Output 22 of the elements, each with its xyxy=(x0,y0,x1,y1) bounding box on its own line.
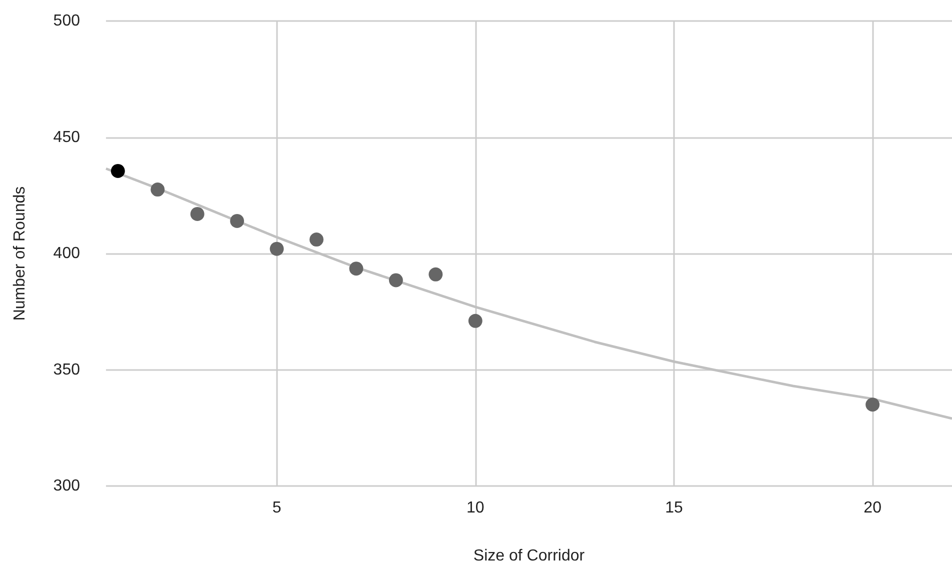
point xyxy=(388,273,403,288)
y-tick-label: 450 xyxy=(53,128,80,146)
x-axis-title: Size of Corridor xyxy=(473,548,586,564)
point xyxy=(866,398,880,412)
x-tick-label: 10 xyxy=(466,500,484,516)
y-tick-label: 400 xyxy=(53,245,80,262)
y-tick-label: 500 xyxy=(53,12,80,30)
x-tick-label: 20 xyxy=(864,500,882,516)
point xyxy=(190,206,204,221)
point xyxy=(310,232,324,247)
y-axis-title: Number of Rounds xyxy=(12,186,28,321)
y-tick-label: 300 xyxy=(53,478,80,494)
point xyxy=(150,182,165,197)
y-tick-label: 350 xyxy=(53,361,80,378)
point xyxy=(270,242,284,256)
x-tick-label: 15 xyxy=(665,500,683,516)
point xyxy=(110,164,125,178)
x-tick-label: 5 xyxy=(272,500,282,516)
point xyxy=(428,267,443,282)
point xyxy=(349,262,364,276)
point xyxy=(230,214,244,228)
point xyxy=(468,314,482,328)
